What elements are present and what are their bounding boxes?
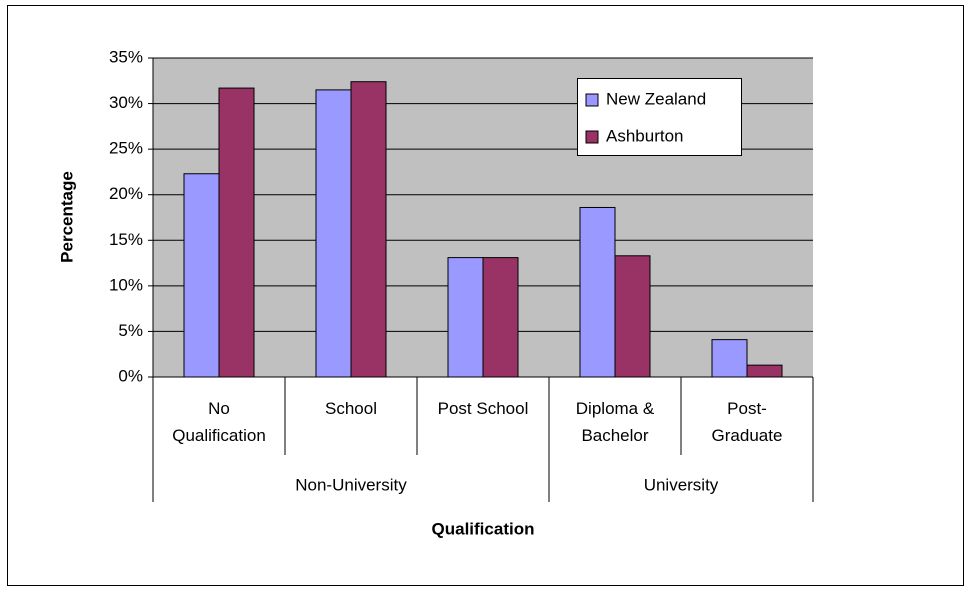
bar [579,206,616,378]
y-tick-label: 15% [109,230,143,249]
y-tick-label: 10% [109,275,143,294]
legend-box [577,78,742,156]
legend-swatch [585,93,599,107]
y-tick-label: 25% [109,139,143,158]
legend-swatch [585,130,599,144]
bar [746,364,783,378]
bar [315,89,352,378]
legend-label: New Zealand [606,89,706,108]
x-tick-label: Post School [438,399,529,418]
x-axis-title: Qualification [432,519,535,538]
group-label: Non-University [295,475,407,494]
bar [350,81,387,378]
bar [711,339,748,378]
y-tick-label: 30% [109,93,143,112]
group-label: University [644,475,719,494]
y-tick-label: 35% [109,47,143,66]
legend-label: Ashburton [606,126,684,145]
y-tick-label: 0% [118,366,143,385]
x-tick-label: Diploma & Bachelor [576,399,655,445]
y-axis-title: Percentage [57,171,76,263]
x-tick-label: School [325,399,377,418]
bar [447,257,484,378]
y-tick-label: 20% [109,184,143,203]
bar [482,257,519,378]
x-tick-label: No Qualification [172,399,266,445]
y-tick-label: 5% [118,321,143,340]
bar [614,255,651,378]
x-tick-label: Post-Graduate [712,399,783,445]
bar [183,173,220,378]
bar [218,87,255,378]
